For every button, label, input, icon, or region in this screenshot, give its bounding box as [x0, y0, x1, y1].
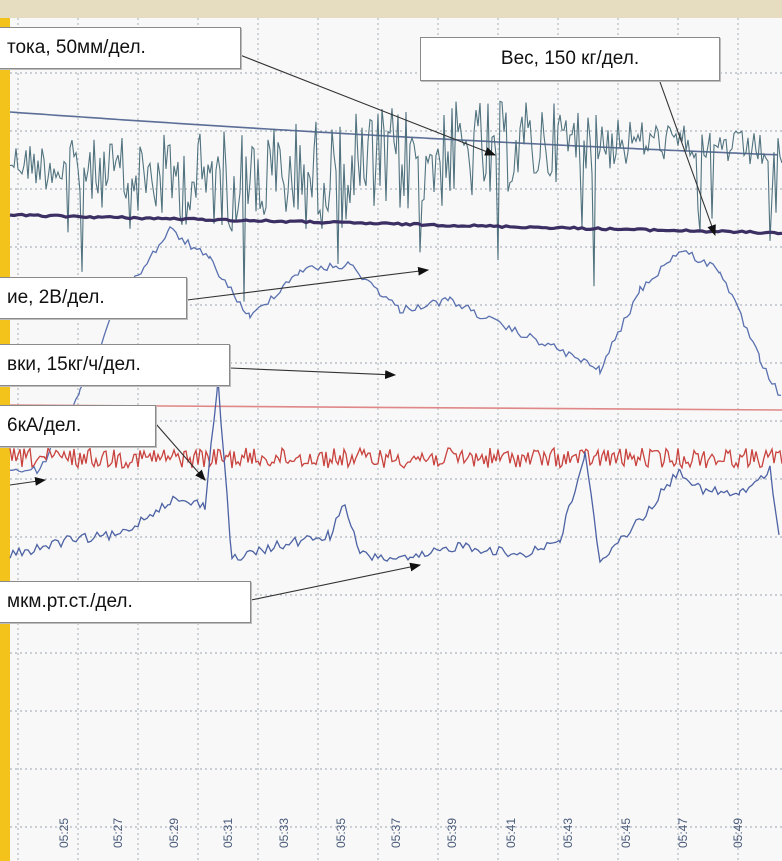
- label-feed: вки, 15кг/ч/дел.: [0, 344, 230, 386]
- x-tick-label: 05:49: [731, 818, 745, 848]
- chart-grid: [10, 18, 782, 861]
- trace-ka: [9, 446, 782, 470]
- trace-pressure: [9, 377, 780, 564]
- trace-voltage: [9, 100, 782, 302]
- callout-arrow: [229, 367, 397, 379]
- x-tick-label: 05:47: [676, 818, 690, 848]
- callout-arrow: [155, 423, 206, 481]
- x-tick-label: 05:35: [334, 818, 348, 848]
- trace-weight: [9, 212, 782, 236]
- label-voltage: ие, 2В/дел.: [0, 277, 187, 319]
- callout-arrow: [9, 477, 47, 486]
- x-tick-label: 05:25: [57, 818, 71, 848]
- label-current: тока, 50мм/дел.: [0, 27, 241, 69]
- x-tick-label: 05:45: [619, 818, 633, 848]
- x-tick-label: 05:27: [111, 818, 125, 848]
- callout-arrow: [186, 266, 430, 301]
- chart-traces: [9, 100, 782, 564]
- x-tick-label: 05:37: [389, 818, 403, 848]
- x-tick-label: 05:33: [277, 818, 291, 848]
- trace-blue-mid: [9, 225, 782, 475]
- label-ka: 6кА/дел.: [0, 405, 156, 447]
- callout-arrow: [659, 81, 716, 237]
- top-band: [0, 0, 782, 18]
- x-tick-label: 05:29: [167, 818, 181, 848]
- label-pressure: мкм.рт.ст./дел.: [0, 581, 251, 623]
- callout-arrow: [250, 562, 422, 601]
- x-tick-label: 05:43: [561, 818, 575, 848]
- x-tick-label: 05:39: [445, 818, 459, 848]
- x-tick-label: 05:31: [221, 818, 235, 848]
- x-tick-label: 05:41: [504, 818, 518, 848]
- callout-arrows: [9, 54, 716, 601]
- callout-arrow: [239, 54, 497, 156]
- label-weight: Вес, 150 кг/дел.: [420, 37, 720, 81]
- x-tick-labels: 05:25 05:27 05:29 05:31 05:33 05:35 05:37 05:39…: [57, 818, 745, 848]
